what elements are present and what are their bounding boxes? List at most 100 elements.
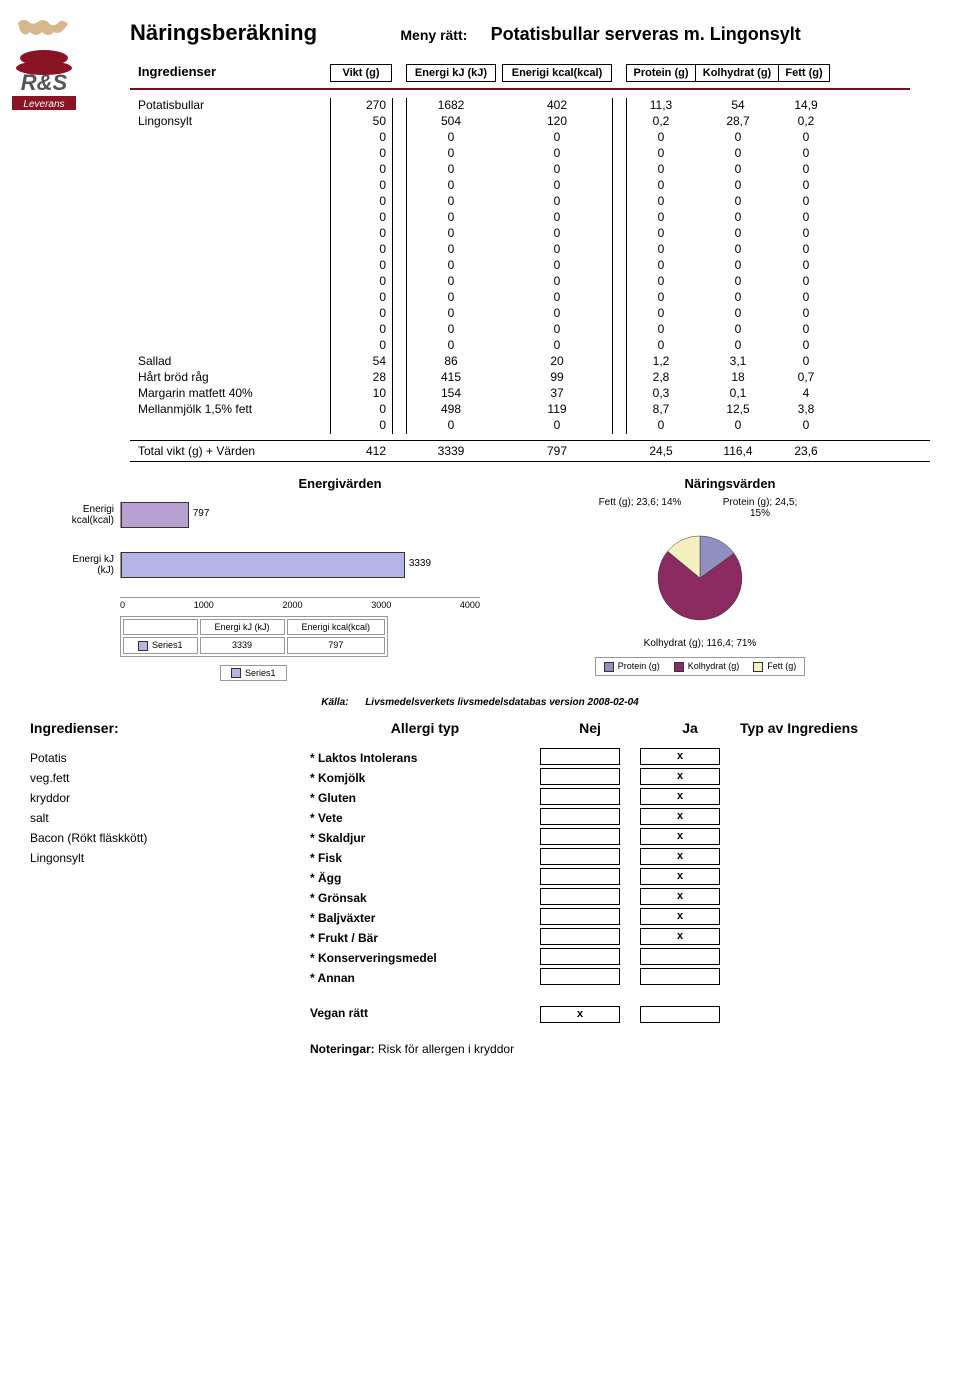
cell-kj: 0: [406, 210, 496, 226]
ja-column: Ja xxxxxxxxxx: [640, 720, 740, 1056]
cell-fett: 0: [780, 418, 832, 434]
cell-prot: 2,8: [626, 370, 696, 386]
source-text: Livsmedelsverkets livsmedelsdatabas vers…: [365, 697, 639, 708]
bar-ylabel: Energi kJ (kJ): [60, 554, 120, 576]
ja-check: x: [640, 828, 720, 845]
table-row: 000000: [130, 290, 930, 306]
ja-check: x: [640, 908, 720, 925]
nej-check: [540, 788, 620, 805]
cell-kcal: 0: [502, 162, 612, 178]
table-row: 000000: [130, 322, 930, 338]
totals-kcal: 797: [502, 444, 612, 458]
vegan-ja-check: [640, 1006, 720, 1023]
cell-kcal: 120: [502, 114, 612, 130]
cell-kcal: 0: [502, 226, 612, 242]
nej-head: Nej: [540, 720, 640, 736]
cell-kj: 0: [406, 418, 496, 434]
ja-check: x: [640, 928, 720, 945]
allergi-item: * Annan: [310, 968, 540, 988]
vegan-nej-check: x: [540, 1006, 620, 1023]
cell-fett: 0: [780, 322, 832, 338]
cell-fett: 0: [780, 194, 832, 210]
cell-kcal: 0: [502, 290, 612, 306]
nutrition-pie-chart: Fett (g); 23,6; 14% Protein (g); 24,5; 1…: [520, 497, 880, 681]
typ-column: Typ av Ingrediens: [740, 720, 930, 1056]
cell-name: [130, 306, 330, 322]
cell-name: [130, 242, 330, 258]
series-legend: Series1: [220, 665, 287, 682]
cell-name: [130, 290, 330, 306]
table-row: 000000: [130, 226, 930, 242]
ingredient-item: Bacon (Rökt fläskkött): [30, 828, 310, 848]
column-headers: Ingredienser Vikt (g) Energi kJ (kJ) Ene…: [130, 64, 930, 82]
nej-column: Nej x: [540, 720, 640, 1056]
cell-fett: 0: [780, 338, 832, 354]
col-kj: Energi kJ (kJ): [406, 64, 496, 82]
totals-vikt: 412: [330, 444, 392, 458]
bar-row: Energi kJ (kJ)3339: [60, 547, 480, 583]
cell-vikt: 54: [330, 354, 392, 370]
source-row: Källa: Livsmedelsverkets livsmedelsdatab…: [30, 697, 930, 708]
header: Näringsberäkning Meny rätt: Potatisbulla…: [130, 20, 930, 46]
cell-name: [130, 274, 330, 290]
vegan-label: Vegan rätt: [310, 1006, 540, 1020]
allergi-head: Allergi typ: [310, 720, 540, 736]
pie-label-kolhydrat: Kolhydrat (g); 116,4; 71%: [520, 638, 880, 649]
cell-vikt: 50: [330, 114, 392, 130]
ja-check: x: [640, 748, 720, 765]
separator-line: [130, 88, 910, 90]
cell-kj: 0: [406, 258, 496, 274]
cell-prot: 0: [626, 226, 696, 242]
allergi-item: * Frukt / Bär: [310, 928, 540, 948]
typ-head: Typ av Ingrediens: [740, 720, 930, 736]
ingredient-item: veg.fett: [30, 768, 310, 788]
cell-fett: 0,2: [780, 114, 832, 130]
col-vikt: Vikt (g): [330, 64, 392, 82]
cell-vikt: 0: [330, 146, 392, 162]
cell-prot: 0: [626, 306, 696, 322]
cell-kol: 0: [696, 226, 780, 242]
bar-axis: 01000200030004000: [120, 597, 480, 610]
cell-kol: 0,1: [696, 386, 780, 402]
cell-name: [130, 210, 330, 226]
cell-fett: 0: [780, 290, 832, 306]
cell-prot: 0: [626, 290, 696, 306]
cell-vikt: 0: [330, 402, 392, 418]
cell-fett: 0: [780, 130, 832, 146]
cell-prot: 0: [626, 338, 696, 354]
cell-kol: 18: [696, 370, 780, 386]
cell-vikt: 0: [330, 418, 392, 434]
cell-name: [130, 322, 330, 338]
ingredients-head: Ingredienser:: [30, 720, 310, 736]
cell-vikt: 10: [330, 386, 392, 402]
col-protein: Protein (g): [626, 64, 696, 82]
cell-prot: 0: [626, 146, 696, 162]
cell-kj: 1682: [406, 98, 496, 114]
cell-fett: 0: [780, 274, 832, 290]
cell-kj: 0: [406, 274, 496, 290]
table-row: Margarin matfett 40%10154370,30,14: [130, 386, 930, 402]
pie-legend-item: Kolhydrat (g): [674, 661, 740, 672]
section-labels: Energivärden Näringsvärden: [130, 476, 930, 491]
cell-kj: 0: [406, 322, 496, 338]
nej-check: [540, 808, 620, 825]
cell-fett: 0: [780, 210, 832, 226]
page-title: Näringsberäkning: [130, 20, 317, 46]
cell-name: [130, 194, 330, 210]
cell-kj: 0: [406, 130, 496, 146]
ja-check: x: [640, 808, 720, 825]
energy-bar-chart: Enerigi kcal(kcal)797 Energi kJ (kJ)3339 0…: [60, 497, 480, 681]
cell-kol: 0: [696, 322, 780, 338]
table-row: 000000: [130, 418, 930, 434]
cell-kol: 54: [696, 98, 780, 114]
meny-value: Potatisbullar serveras m. Lingonsylt: [491, 24, 801, 45]
cell-prot: 0: [626, 162, 696, 178]
table-row: 000000: [130, 194, 930, 210]
cell-kcal: 20: [502, 354, 612, 370]
table-row: 000000: [130, 210, 930, 226]
col-kolhydrat: Kolhydrat (g): [695, 64, 779, 82]
bar-row: Enerigi kcal(kcal)797: [60, 497, 480, 533]
bar-ylabel: Enerigi kcal(kcal): [60, 504, 120, 526]
pie-label-fett: Fett (g); 23,6; 14%: [595, 497, 685, 519]
cell-prot: 0,3: [626, 386, 696, 402]
